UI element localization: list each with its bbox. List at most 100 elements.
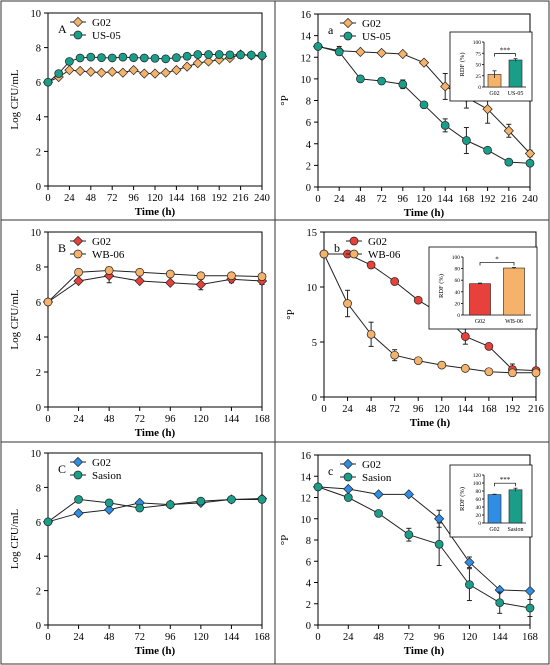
data-point (390, 350, 400, 360)
x-tick-label: 72 (107, 193, 118, 204)
legend-label: G02 (368, 236, 387, 248)
x-tick-label: 48 (366, 404, 377, 415)
data-point (465, 580, 474, 589)
legend-marker (342, 458, 354, 470)
data-point (413, 356, 423, 366)
series-Sasion (43, 495, 267, 527)
legend-marker (73, 30, 83, 40)
inset-y-tick-label: 60 (476, 497, 482, 503)
inset-category-label: G02 (489, 91, 499, 97)
data-point (196, 271, 206, 281)
significance-marker: *** (500, 476, 511, 484)
y-tick-label: 16 (301, 451, 312, 462)
x-tick-label: 24 (73, 414, 84, 425)
data-point (257, 51, 267, 60)
x-tick-label: 168 (481, 404, 497, 415)
y-tick-label: 0 (306, 183, 311, 194)
y-tick-label: 10 (301, 515, 312, 526)
data-point (355, 46, 366, 57)
data-point (193, 50, 203, 59)
data-point (377, 76, 386, 86)
data-point (73, 508, 84, 519)
data-point (313, 482, 323, 492)
inset-category-label: Sasion (507, 527, 523, 533)
y-tick-label: 2 (306, 161, 311, 172)
x-axis-label: Time (h) (404, 207, 445, 219)
x-tick-label: 72 (134, 632, 145, 643)
data-point (343, 299, 352, 308)
series-Sasion (313, 482, 535, 617)
x-tick-label: 192 (211, 193, 227, 204)
y-tick-label: 5 (312, 338, 317, 349)
legend-marker (73, 470, 83, 480)
data-point (161, 54, 171, 64)
data-point (525, 158, 535, 168)
data-point (96, 67, 107, 78)
inset-y-tick-label: 0 (478, 85, 481, 91)
x-tick-label: 216 (233, 193, 249, 204)
data-point (503, 125, 514, 136)
x-tick-label: 24 (334, 194, 345, 205)
x-axis-label: Time (h) (135, 427, 176, 439)
y-tick-label: 6 (36, 298, 41, 309)
inset-y-axis-label: RDF (%) (459, 52, 466, 76)
legend-marker (343, 31, 353, 41)
data-point (366, 329, 376, 339)
data-point (182, 61, 193, 72)
data-point (182, 51, 192, 61)
data-point (464, 557, 475, 568)
data-point (75, 53, 85, 63)
legend-label: US-05 (362, 31, 391, 43)
x-tick-label: 96 (128, 193, 139, 204)
y-tick-label: 2 (36, 368, 41, 379)
inset-y-tick-label: 20 (455, 301, 461, 307)
data-point (117, 67, 128, 78)
y-tick-label: 6 (306, 118, 311, 129)
data-point (204, 50, 213, 59)
x-tick-label: 72 (134, 414, 145, 425)
x-tick-label: 168 (190, 193, 206, 204)
data-point (398, 79, 408, 89)
legend-label: G02 (92, 17, 111, 29)
data-point (150, 53, 160, 63)
y-tick-label: 6 (36, 518, 41, 529)
legend-label: G02 (92, 236, 111, 248)
x-tick-label: 216 (501, 194, 517, 205)
inset-y-tick-label: 40 (476, 505, 482, 511)
data-point (525, 603, 535, 613)
inset-category-label: G02 (489, 527, 499, 533)
x-tick-label: 240 (522, 194, 538, 205)
data-point (419, 100, 429, 110)
y-tick-label: 10 (31, 228, 42, 239)
x-tick-label: 144 (224, 632, 241, 643)
x-tick-label: 120 (416, 194, 432, 205)
data-point (73, 275, 84, 287)
data-point (236, 50, 245, 60)
y-axis-label: Log CFU/mL (9, 69, 21, 129)
inset-category-label: US-05 (508, 91, 524, 97)
data-point (135, 267, 145, 277)
data-point (128, 64, 139, 76)
inset-y-tick-label: 80 (476, 489, 482, 495)
data-point (227, 271, 236, 281)
inset-y-axis-label: RDF (%) (438, 274, 445, 298)
legend-label: G02 (362, 18, 381, 30)
data-point (172, 53, 181, 62)
x-tick-label: 72 (404, 632, 415, 643)
y-tick-label: 8 (306, 97, 311, 108)
data-point (54, 69, 64, 78)
y-tick-label: 10 (307, 283, 318, 294)
panel-letter: A (58, 22, 67, 36)
data-point (43, 297, 53, 307)
data-point (440, 121, 450, 130)
data-point (484, 367, 494, 377)
legend-label: G02 (362, 459, 381, 471)
panel-letter: C (58, 462, 66, 476)
data-point (196, 496, 206, 506)
data-point (75, 65, 86, 77)
x-tick-label: 0 (45, 414, 50, 425)
data-point (43, 517, 53, 527)
data-point (192, 58, 203, 69)
data-point (319, 249, 329, 259)
